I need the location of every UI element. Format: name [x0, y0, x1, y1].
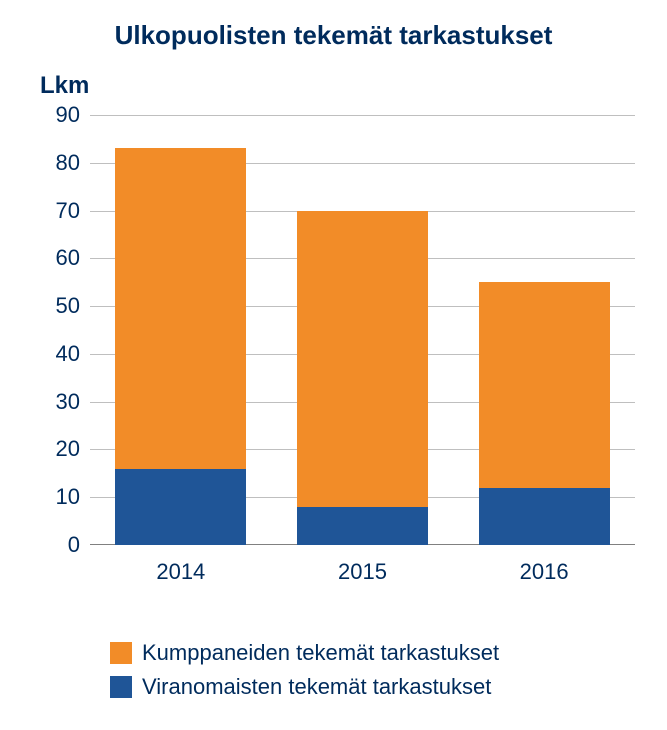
y-tick-label: 20	[56, 436, 90, 462]
y-tick-label: 50	[56, 293, 90, 319]
bars-container	[90, 115, 635, 545]
bar	[115, 148, 246, 545]
x-tick-label: 2015	[272, 559, 454, 585]
bar-slot	[453, 115, 635, 545]
bar-slot	[272, 115, 454, 545]
bar-segment	[297, 507, 428, 545]
y-tick-label: 70	[56, 198, 90, 224]
bar-segment	[297, 211, 428, 507]
x-axis-labels: 201420152016	[90, 559, 635, 585]
bar	[479, 282, 610, 545]
y-tick-label: 90	[56, 102, 90, 128]
bar-slot	[90, 115, 272, 545]
legend-swatch	[110, 676, 132, 698]
y-tick-label: 10	[56, 484, 90, 510]
legend-label: Viranomaisten tekemät tarkastukset	[142, 674, 491, 700]
legend: Kumppaneiden tekemät tarkastukset Viranom…	[0, 640, 667, 700]
bar-segment	[479, 488, 610, 545]
y-tick-label: 60	[56, 245, 90, 271]
legend-swatch	[110, 642, 132, 664]
x-tick-label: 2014	[90, 559, 272, 585]
bar-segment	[115, 148, 246, 468]
legend-item: Viranomaisten tekemät tarkastukset	[110, 674, 491, 700]
y-tick-label: 80	[56, 150, 90, 176]
chart-container: Ulkopuolisten tekemät tarkastukset Lkm 0…	[0, 0, 667, 730]
legend-item: Kumppaneiden tekemät tarkastukset	[110, 640, 499, 666]
y-tick-label: 30	[56, 389, 90, 415]
bar	[297, 211, 428, 545]
chart-title: Ulkopuolisten tekemät tarkastukset	[20, 20, 647, 51]
bar-segment	[479, 282, 610, 487]
y-tick-label: 40	[56, 341, 90, 367]
bar-segment	[115, 469, 246, 545]
plot-area: 0102030405060708090	[90, 115, 635, 545]
x-tick-label: 2016	[453, 559, 635, 585]
y-tick-label: 0	[68, 532, 90, 558]
y-axis-label: Lkm	[40, 72, 89, 100]
legend-label: Kumppaneiden tekemät tarkastukset	[142, 640, 499, 666]
